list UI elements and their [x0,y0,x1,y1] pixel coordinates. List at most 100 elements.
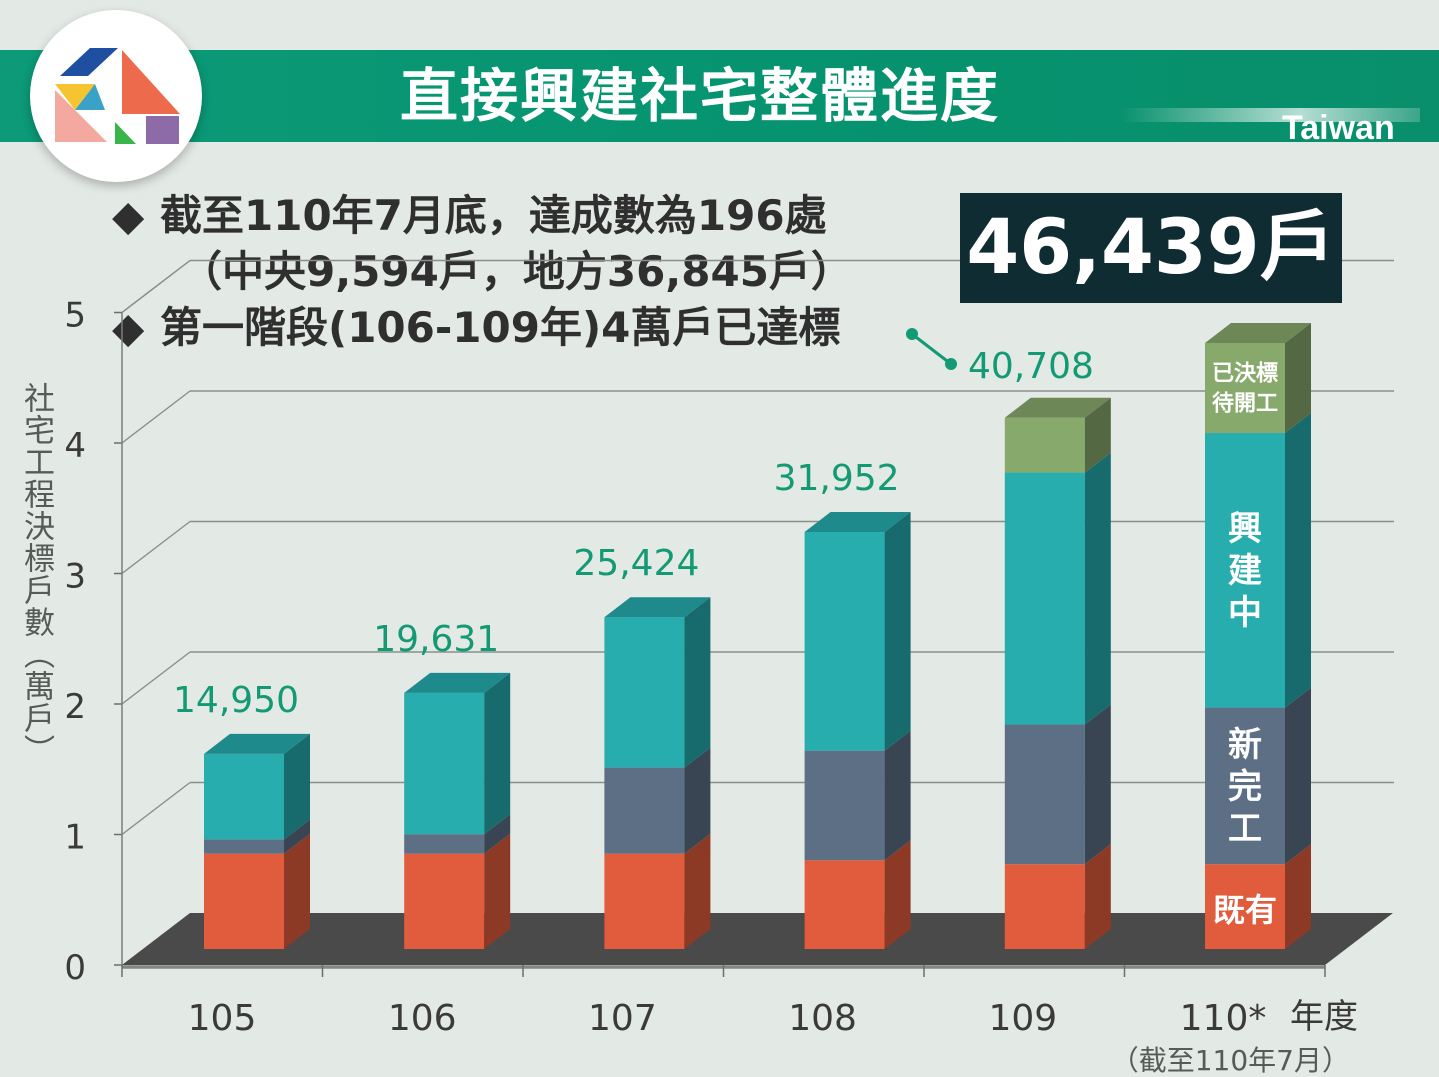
x-tick-label: 106 [388,998,457,1039]
bar-side-existing [884,840,911,949]
leader-line [911,332,952,366]
segment-label-under_construction: 興建中 [1228,509,1262,633]
gridline-diagonal [121,651,191,705]
summary-bullets: ◆ 截至110年7月底，達成數為196處 （中央9,594戶，地方36,845戶）… [112,188,853,356]
bar-side-new_completed [284,819,310,854]
segment-label-text: 既有 [1213,891,1277,929]
bar-top-face [604,597,711,618]
bar-side-new_completed [484,814,511,854]
bar-side-under_construction [1285,413,1311,708]
logo [30,10,202,182]
banner-light-streak [1120,108,1420,122]
total-units-badge: 46,439戶 [960,193,1342,303]
bar-segment-new_completed [1205,707,1285,865]
title-banner [0,50,1439,142]
bar-segment-existing [1004,864,1085,949]
bar-top-face [1205,322,1311,343]
bar-top-face [404,672,511,693]
segment-label-text: 新 [1228,725,1262,765]
summary-text-2: （中央9,594戶，地方36,845戶） [180,247,853,296]
bar-side-awarded_pending [1285,322,1311,434]
bar-segment-existing [1205,864,1285,949]
gridline-diagonal [121,520,191,575]
bar-side-new_completed [1084,704,1111,865]
x-tick-label: 107 [588,998,657,1039]
diamond-bullet-icon: ◆ [112,303,145,352]
bar-segment-existing [604,853,685,949]
bar-side-existing [1285,844,1311,949]
x-tick-label: 105 [188,998,257,1039]
bar-side-new_completed [884,730,911,861]
gridline-diagonal [121,259,191,314]
leader-dot [906,328,918,340]
data-label: 40,708 [968,346,1094,387]
bar-segment-under_construction [804,532,885,751]
y-tick-label: 1 [64,818,86,858]
y-tick-label: 4 [64,426,86,466]
summary-line-3: ◆ 第一階段(106-109年)4萬戶已達標 [112,300,853,356]
segment-label-text: 已決標 [1212,362,1278,387]
x-tick-label: 108 [788,998,857,1039]
bar-segment-under_construction [404,692,485,835]
data-label: 14,950 [173,680,299,721]
x-axis-title: 年度 [1290,997,1358,1037]
y-tick-label: 5 [64,296,86,336]
bar-side-under_construction [884,512,911,751]
bar-segment-under_construction [1205,433,1285,708]
brand-wordmark: Taiwan [1282,109,1395,142]
leader-dot [945,358,957,370]
y-tick-label: 2 [64,687,86,727]
gridline-diagonal [121,390,191,444]
bar-side-existing [484,833,511,949]
bar-side-under_construction [484,672,511,835]
segment-label-existing: 既有 [1213,891,1277,929]
bar-segment-new_completed [204,839,284,854]
bar-segment-existing [804,860,885,949]
summary-text-1: 截至110年7月底，達成數為196處 [160,191,827,240]
x-tick-label: 110* [1180,998,1267,1039]
bar-segment-new_completed [804,750,885,861]
bar-side-under_construction [684,597,711,768]
segment-label-text: 完 [1228,767,1262,807]
bar-segment-existing [404,853,485,949]
bar-segment-awarded_pending [1004,417,1085,473]
bar-side-existing [284,833,310,949]
bar-segment-new_completed [404,834,485,854]
gridline-diagonal [121,781,191,836]
bar-segment-existing [204,853,284,949]
bar-segment-awarded_pending [1205,342,1285,434]
chart-floor [122,913,1393,965]
bar-top-face [204,733,310,754]
summary-line-1: ◆ 截至110年7月底，達成數為196處 [112,188,853,244]
bar-segment-under_construction [1004,472,1085,725]
segment-label-text: 待開工 [1212,391,1278,417]
segment-label-new_completed: 新完工 [1228,725,1262,849]
segment-label-text: 建 [1228,551,1262,591]
segment-label-text: 工 [1228,809,1262,849]
bar-side-existing [684,833,711,949]
y-tick-label: 3 [64,557,86,597]
bar-side-under_construction [284,733,310,840]
summary-text-3: 第一階段(106-109年)4萬戶已達標 [160,303,841,352]
bar-side-new_completed [684,747,711,854]
bar-segment-under_construction [604,617,685,768]
x-axis-note: （截至110年7月） [1111,1044,1350,1077]
summary-line-2: （中央9,594戶，地方36,845戶） [112,244,853,300]
page-title: 直接興建社宅整體進度 [400,62,1001,130]
bar-side-awarded_pending [1084,397,1111,473]
tangram-logo-icon [55,48,180,144]
segment-label-text: 興 [1228,509,1262,549]
bar-segment-new_completed [1004,724,1085,865]
y-axis-title: 社宅工程決標戶數（萬戶） [18,382,55,766]
x-tick-label: 109 [988,998,1057,1039]
bar-segment-new_completed [604,767,685,854]
y-tick-label: 0 [64,948,86,988]
bar-side-new_completed [1285,687,1311,865]
data-label: 31,952 [774,458,900,499]
bar-side-existing [1084,844,1111,949]
bar-top-face [1004,397,1111,418]
data-label: 25,424 [573,543,699,584]
bar-top-face [804,512,911,533]
